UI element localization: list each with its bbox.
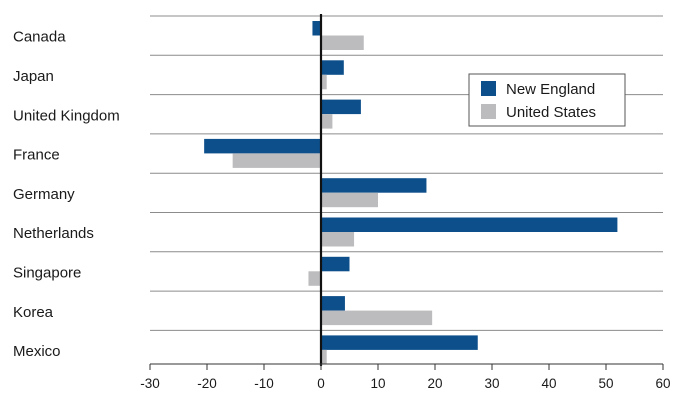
bar-united-states-singapore — [308, 271, 321, 286]
bar-new-england-korea — [321, 296, 345, 311]
category-label-korea: Korea — [13, 304, 54, 321]
category-label-canada: Canada — [13, 29, 66, 46]
category-label-japan: Japan — [13, 68, 54, 85]
category-label-netherlands: Netherlands — [13, 225, 94, 242]
axes: -30 -20 -10 0 10 20 30 40 50 60 — [140, 14, 671, 391]
legend-label-united-states: United States — [506, 104, 596, 121]
legend-label-new-england: New England — [506, 81, 595, 98]
bars — [204, 21, 618, 365]
x-tick-label: -20 — [197, 376, 217, 391]
bar-united-states-netherlands — [321, 232, 355, 247]
bar-new-england-canada — [312, 21, 321, 36]
x-tick-label: 60 — [655, 376, 670, 391]
category-label-france: France — [13, 147, 60, 164]
x-tick-label: 10 — [370, 376, 385, 391]
bar-united-states-mexico — [321, 349, 327, 365]
legend-swatch-new-england — [481, 81, 496, 96]
category-label-germany: Germany — [13, 186, 75, 203]
bar-new-england-singapore — [321, 256, 350, 272]
x-tick-label: -10 — [254, 376, 274, 391]
bar-united-states-canada — [321, 35, 364, 50]
grid-lines — [150, 15, 663, 331]
category-labels: Canada Japan United Kingdom France Germany Ne… — [13, 29, 120, 360]
bar-united-states-japan — [321, 74, 327, 90]
bar-united-states-germany — [321, 192, 378, 208]
bar-new-england-germany — [321, 178, 427, 193]
bar-new-england-mexico — [321, 335, 478, 350]
legend-swatch-united-states — [481, 104, 496, 119]
bar-new-england-united-kingdom — [321, 99, 361, 115]
bar-new-england-japan — [321, 60, 344, 75]
bar-united-states-korea — [321, 310, 433, 326]
bar-new-england-netherlands — [321, 217, 618, 232]
category-label-united-kingdom: United Kingdom — [13, 107, 120, 124]
x-tick-label: 0 — [317, 376, 325, 391]
category-label-mexico: Mexico — [13, 343, 61, 360]
bar-united-states-france — [232, 153, 321, 168]
x-tick-label: 50 — [598, 376, 613, 391]
x-tick-label: -30 — [140, 376, 160, 391]
x-tick-label: 40 — [541, 376, 556, 391]
bar-new-england-france — [204, 138, 321, 154]
legend: New England United States — [468, 73, 626, 127]
bar-united-states-united-kingdom — [321, 114, 333, 129]
x-tick-label: 20 — [427, 376, 442, 391]
x-tick-label: 30 — [484, 376, 499, 391]
category-label-singapore: Singapore — [13, 264, 81, 281]
